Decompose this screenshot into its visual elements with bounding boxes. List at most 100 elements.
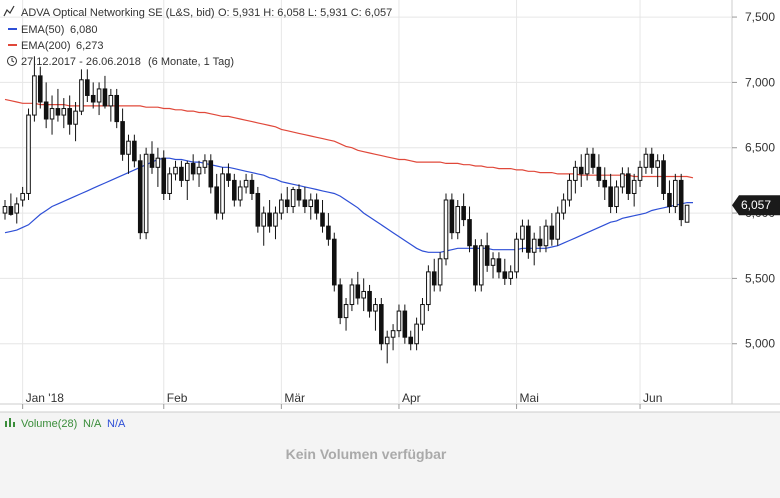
- instrument-title: ADVA Optical Networking SE (L&S, bid): [21, 7, 215, 19]
- candle: [161, 150, 167, 200]
- candle-body: [508, 271, 513, 279]
- candle: [467, 206, 472, 253]
- candle: [331, 232, 337, 292]
- candle-body: [243, 179, 249, 188]
- candle: [349, 278, 355, 312]
- last-price-badge-text: 6,057: [741, 198, 771, 212]
- candle-body: [273, 212, 278, 227]
- candle: [237, 180, 243, 207]
- candle-body: [155, 157, 161, 168]
- candle: [8, 193, 14, 216]
- candle-body: [637, 166, 643, 181]
- volume-icon: [5, 418, 15, 427]
- candle: [455, 200, 461, 240]
- candle: [578, 154, 584, 187]
- candle-body: [384, 336, 390, 345]
- candle-body: [608, 186, 613, 208]
- candle: [631, 173, 637, 207]
- header-row: ADVA Optical Networking SE (L&S, bid) O:…: [3, 5, 392, 19]
- candle-body: [290, 189, 296, 208]
- candle-body: [196, 166, 202, 175]
- candle: [337, 278, 343, 325]
- legend: ADVA Optical Networking SE (L&S, bid) O:…: [3, 5, 392, 68]
- last-price-badge-shape: [732, 195, 780, 216]
- candle: [126, 134, 131, 174]
- candle-body: [149, 153, 155, 168]
- candle-body: [208, 160, 214, 188]
- candle-body: [326, 225, 331, 240]
- candle-body: [284, 199, 290, 208]
- candle-body: [678, 179, 684, 221]
- volume-legend: Volume(28) N/A N/A: [5, 418, 126, 430]
- ema200-value: 6,273: [76, 40, 104, 52]
- candle-body: [437, 258, 443, 286]
- candle: [37, 66, 43, 109]
- candle: [461, 193, 466, 227]
- candle: [396, 304, 402, 338]
- candle-body: [643, 153, 649, 168]
- candle-body: [43, 101, 49, 120]
- candle: [343, 298, 349, 331]
- candle-body: [531, 238, 537, 253]
- candle: [408, 330, 414, 351]
- candle: [90, 82, 96, 109]
- candle-body: [237, 186, 243, 201]
- candle: [308, 193, 314, 220]
- candle: [314, 193, 319, 220]
- candle: [232, 173, 237, 207]
- candle-body: [567, 179, 572, 201]
- candle-body: [337, 284, 343, 319]
- volume-value-1: N/A: [83, 418, 102, 430]
- candle-body: [484, 245, 490, 266]
- candle-body: [549, 225, 555, 240]
- candle-body: [302, 199, 308, 208]
- candle: [214, 173, 219, 220]
- candle: [149, 141, 155, 174]
- y-tick-label: 6,500: [745, 141, 775, 155]
- candle: [267, 200, 272, 233]
- ema-lines: [4, 98, 694, 253]
- candle: [67, 95, 72, 135]
- candle-body: [655, 160, 660, 168]
- candle: [602, 167, 608, 200]
- volume-panel: [0, 412, 780, 498]
- candle-body: [137, 160, 143, 234]
- candle-body: [537, 238, 543, 247]
- ema200-label: EMA(200): [21, 40, 71, 52]
- candle: [508, 265, 513, 285]
- ohlc-values: O: 5,931 H: 6,058 L: 5,931 C: 6,057: [218, 7, 392, 19]
- candle-body: [8, 206, 14, 215]
- candle-body: [625, 173, 631, 194]
- candle: [661, 154, 666, 200]
- candle: [414, 317, 419, 351]
- candle: [573, 160, 578, 194]
- candle: [61, 98, 67, 129]
- candle: [561, 193, 566, 220]
- candle: [167, 167, 172, 200]
- candle: [496, 252, 502, 279]
- candle-body: [214, 186, 219, 214]
- candle-body: [649, 153, 655, 168]
- candle-body: [102, 88, 108, 107]
- candle-body: [343, 304, 349, 319]
- x-axis-ticks: Jan '18 Feb Mär Apr Mai Jun: [22, 391, 662, 409]
- candle-body: [14, 203, 20, 214]
- candle-body: [602, 179, 608, 188]
- candle: [502, 258, 508, 285]
- candle-body: [614, 186, 619, 208]
- candle-body: [590, 153, 596, 168]
- candle: [637, 160, 643, 187]
- candle-body: [502, 271, 508, 279]
- y-tick-label: 5,000: [745, 337, 775, 351]
- candle-body: [349, 284, 355, 306]
- candle-body: [449, 199, 455, 234]
- x-tick-label: Feb: [167, 391, 188, 405]
- candle: [249, 173, 255, 200]
- candle-body: [396, 310, 402, 332]
- candle: [20, 186, 25, 207]
- candle-body: [232, 179, 237, 201]
- candle: [678, 173, 684, 227]
- candlesticks: [2, 56, 690, 364]
- candle: [14, 197, 20, 224]
